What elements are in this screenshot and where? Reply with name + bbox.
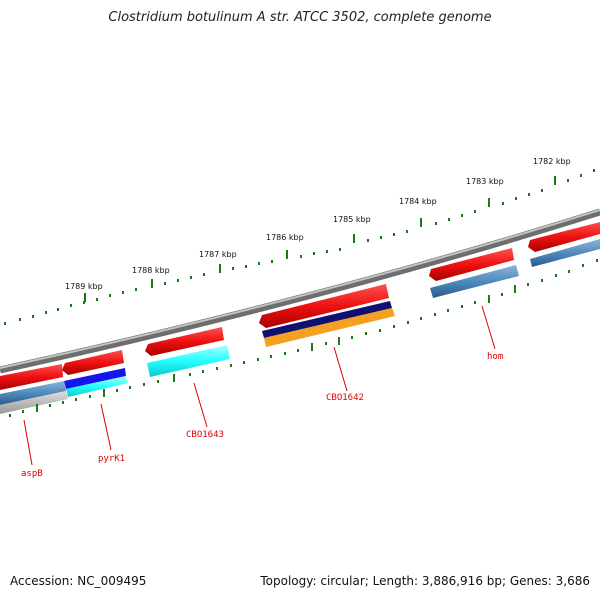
feature-box-steelblue [430, 265, 519, 298]
gene-label-cbo1643: CBO1643 [186, 430, 224, 440]
feature-box-gray [0, 391, 68, 414]
kbp-label: 1784 kbp [399, 197, 437, 206]
kbp-label: 1788 kbp [132, 266, 170, 275]
gene-label-pyrk1: pyrK1 [98, 454, 125, 464]
feature-box-navy [262, 301, 392, 338]
feature-track [0, 239, 600, 414]
genome-backbone [0, 208, 600, 374]
feature-box-cyan [147, 345, 230, 377]
gene-label-aspb: aspB [21, 469, 43, 479]
kbp-label: 1789 kbp [65, 282, 103, 291]
kbp-label: 1785 kbp [333, 215, 371, 224]
cds-arrow [259, 284, 389, 328]
outer-major-ticks [84, 176, 556, 302]
map-title: Clostridium botulinum A str. ATCC 3502, … [108, 10, 492, 25]
kbp-label: 1787 kbp [199, 250, 237, 259]
cds-arrow [528, 222, 600, 252]
genome-summary-text: Topology: circular; Length: 3,886,916 bp… [260, 574, 590, 588]
accession-text: Accession: NC_009495 [10, 574, 147, 588]
outer-tick-track [4, 169, 595, 325]
kbp-label: 1783 kbp [466, 177, 504, 186]
cds-arrow [0, 364, 63, 390]
inner-tick-track [9, 259, 598, 417]
gene-label-hom: hom [487, 352, 503, 362]
feature-box-steelblue [0, 381, 66, 405]
feature-box-cyan [66, 376, 128, 397]
cds-track-forward [0, 222, 600, 390]
inner-major-ticks [36, 285, 516, 412]
kbp-label: 1786 kbp [266, 233, 304, 242]
feature-box-orange [264, 308, 395, 347]
gene-leader-lines [23, 305, 496, 466]
cds-arrow [145, 327, 224, 356]
feature-box-blue [64, 368, 126, 389]
cds-arrow [429, 248, 514, 281]
cds-arrow [62, 350, 124, 375]
feature-box-steelblue [530, 239, 600, 267]
kbp-label: 1782 kbp [533, 157, 571, 166]
gene-label-cbo1642: CBO1642 [326, 393, 364, 403]
